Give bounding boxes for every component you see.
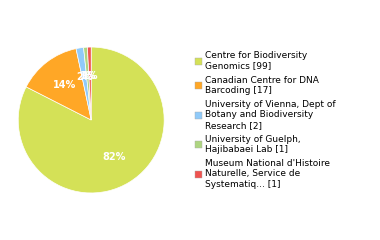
- Wedge shape: [26, 49, 91, 120]
- Wedge shape: [18, 47, 164, 193]
- Text: 1%: 1%: [79, 71, 96, 81]
- Wedge shape: [87, 47, 91, 120]
- Wedge shape: [84, 47, 91, 120]
- Text: 14%: 14%: [53, 80, 76, 90]
- Text: 82%: 82%: [102, 152, 126, 162]
- Text: 1%: 1%: [82, 71, 98, 81]
- Text: 2%: 2%: [76, 72, 93, 82]
- Legend: Centre for Biodiversity
Genomics [99], Canadian Centre for DNA
Barcoding [17], U: Centre for Biodiversity Genomics [99], C…: [195, 51, 336, 189]
- Wedge shape: [76, 48, 91, 120]
